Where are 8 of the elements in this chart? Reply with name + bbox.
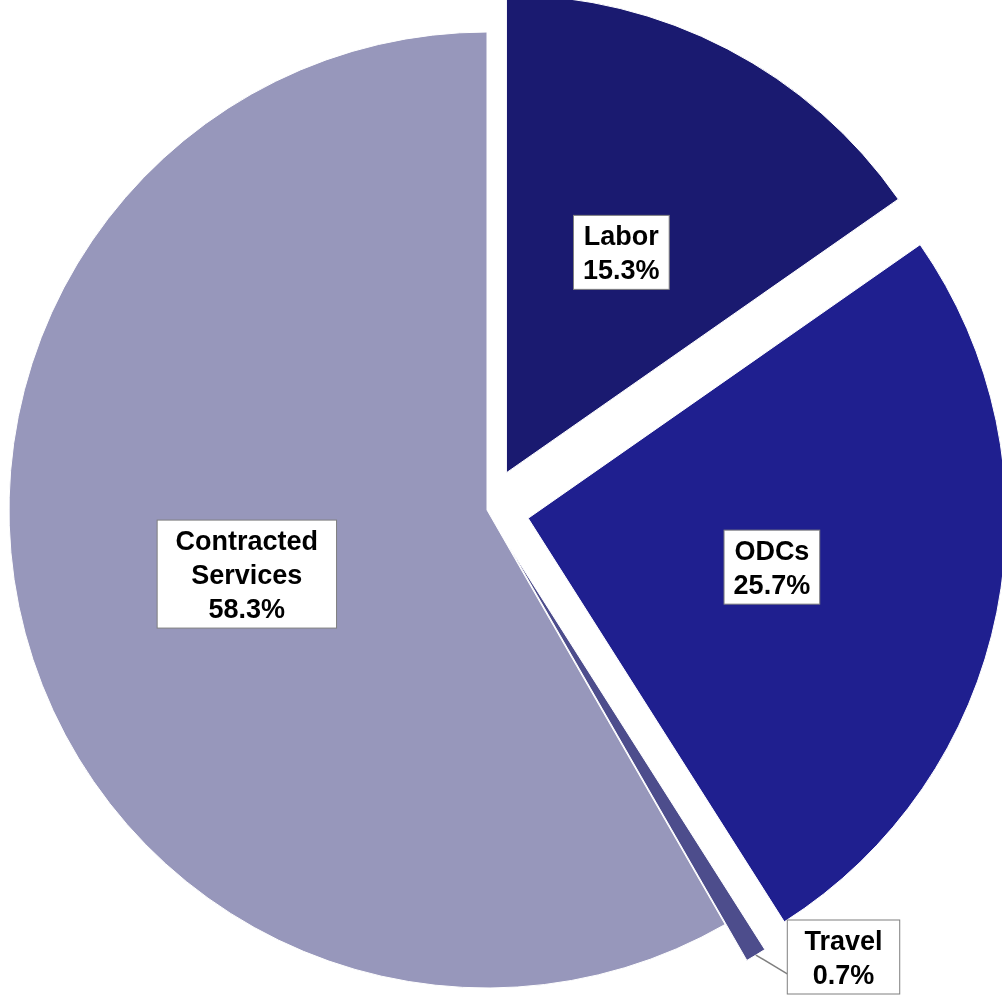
data-label: 0.7% [812, 959, 875, 990]
data-label: 25.7% [733, 569, 811, 600]
slice-label: Travel [804, 925, 883, 956]
slice-label: Labor [583, 220, 660, 251]
slice-label: ODCs [734, 535, 810, 566]
data-label: 15.3% [583, 254, 660, 285]
slice-label: Contracted Services [175, 525, 319, 590]
data-label: 58.3% [208, 593, 286, 624]
